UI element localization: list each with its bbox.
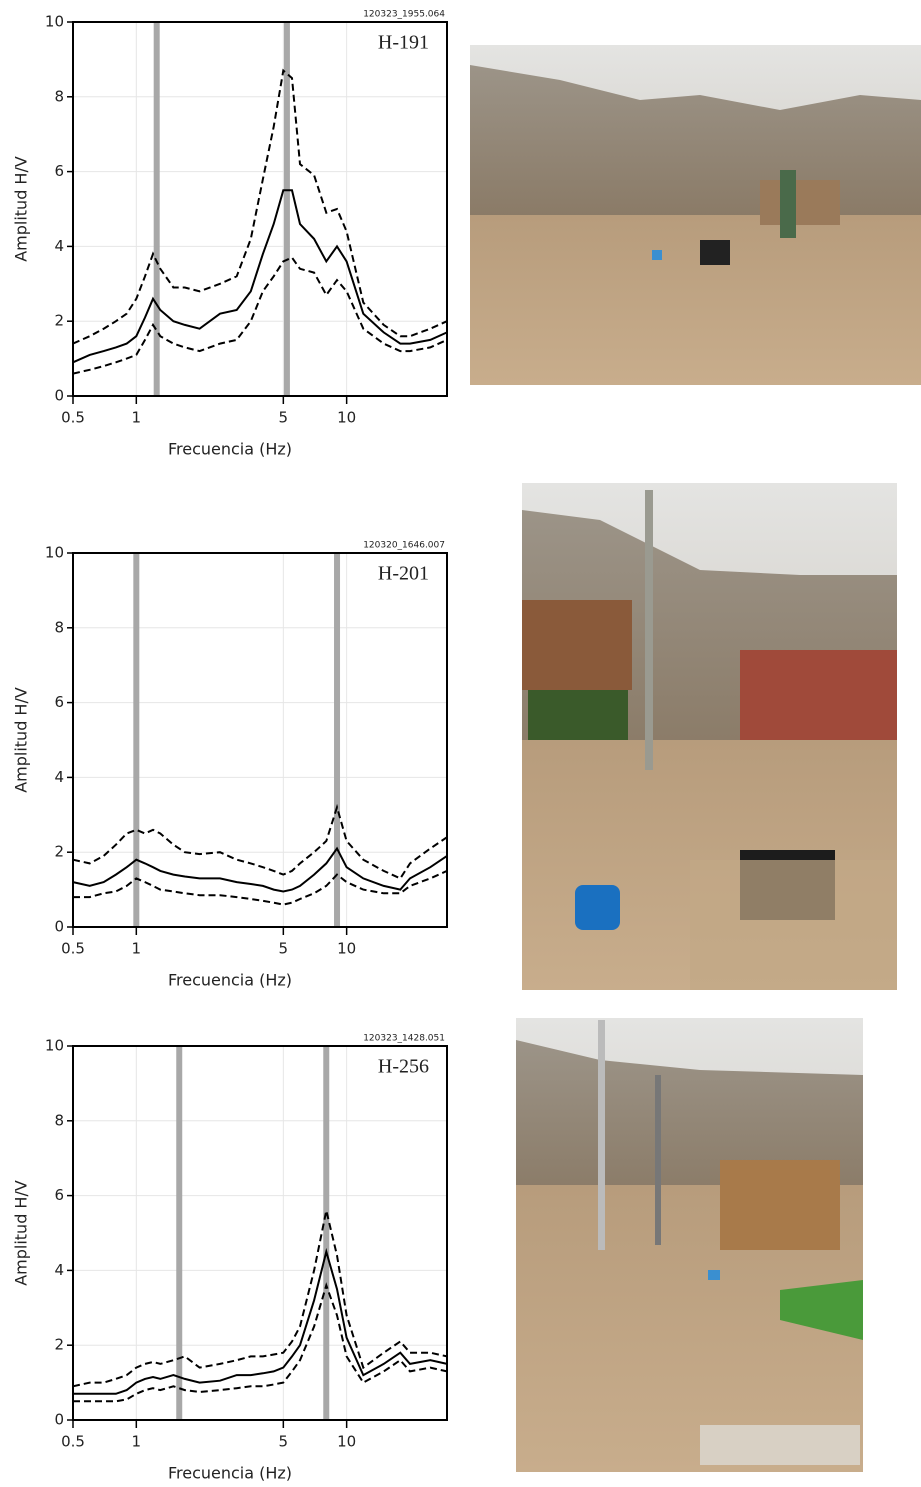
- x-tick-label: 0.5: [61, 940, 85, 958]
- chart: 0 2 4 6 8 10 0.5 1 5 10 120323_1955.064 H-191 Frecue…: [12, 10, 448, 459]
- plot-area: [73, 553, 447, 927]
- plot-area: [73, 22, 447, 396]
- record-id: 120320_1646.007: [363, 541, 445, 551]
- x-tick-label: 5: [279, 409, 289, 427]
- y-tick-label: 10: [45, 544, 64, 562]
- hv-curve: [72, 68, 448, 345]
- y-tick-label: 2: [54, 1336, 64, 1354]
- hv-curve: [72, 846, 448, 893]
- x-tick-label: 0.5: [61, 1433, 85, 1451]
- site-photo: [522, 483, 897, 990]
- y-tick-label: 0: [54, 1411, 64, 1429]
- plot-area: [73, 1046, 447, 1420]
- y-tick-label: 0: [54, 387, 64, 405]
- y-tick-label: 4: [54, 237, 64, 255]
- y-tick-label: 2: [54, 843, 64, 861]
- x-tick-label: 1: [132, 409, 142, 427]
- y-tick-label: 6: [54, 1186, 64, 1204]
- y-tick-label: 6: [54, 693, 64, 711]
- peak-band: [153, 22, 160, 396]
- hv-curve: [72, 803, 448, 880]
- x-tick-label: 5: [279, 940, 289, 958]
- site-photo: [470, 45, 921, 385]
- plot-frame: [72, 1045, 448, 1421]
- x-tick-label: 1: [132, 1433, 142, 1451]
- y-axis-label: Amplitud H/V: [12, 687, 31, 793]
- y-tick-label: 10: [45, 1037, 64, 1055]
- y-tick-label: 8: [54, 87, 64, 105]
- peak-band: [283, 22, 290, 396]
- y-tick-label: 4: [54, 1261, 64, 1279]
- peak-band: [334, 553, 341, 927]
- hv-curve: [73, 869, 448, 906]
- peak-band: [176, 1046, 183, 1420]
- y-tick-label: 10: [45, 13, 64, 31]
- x-axis-label: Frecuencia (Hz): [168, 971, 292, 990]
- chart: 0 2 4 6 8 10 0.5 1 5 10 120323_1428.051 H-256 Frecue…: [12, 1034, 448, 1483]
- y-tick-label: 4: [54, 768, 64, 786]
- x-axis-label: Frecuencia (Hz): [168, 440, 292, 459]
- chart: 0 2 4 6 8 10 0.5 1 5 10 120320_1646.007 H-201 Frecue…: [12, 541, 448, 990]
- plot-frame: [72, 21, 448, 397]
- x-tick-label: 10: [337, 409, 356, 427]
- y-tick-label: 2: [54, 312, 64, 330]
- x-tick-label: 0.5: [61, 409, 85, 427]
- hv-curve: [73, 1247, 448, 1395]
- record-id: 120323_1428.051: [363, 1034, 445, 1044]
- x-tick-label: 5: [279, 1433, 289, 1451]
- y-axis-label: Amplitud H/V: [12, 1180, 31, 1286]
- record-id: 120323_1955.064: [363, 10, 445, 20]
- site-label: H-256: [378, 1056, 429, 1078]
- hv-curve: [72, 189, 448, 364]
- hv-curve: [72, 256, 448, 375]
- x-axis-label: Frecuencia (Hz): [168, 1464, 292, 1483]
- site-label: H-191: [378, 32, 429, 54]
- y-axis-label: Amplitud H/V: [12, 156, 31, 262]
- site-label: H-201: [378, 563, 429, 585]
- y-tick-label: 6: [54, 162, 64, 180]
- y-tick-label: 8: [54, 1111, 64, 1129]
- x-tick-label: 10: [337, 940, 356, 958]
- y-tick-label: 8: [54, 618, 64, 636]
- peak-band: [133, 553, 140, 927]
- plot-frame: [72, 552, 448, 928]
- site-photo: [516, 1018, 863, 1472]
- y-tick-label: 0: [54, 918, 64, 936]
- x-tick-label: 1: [132, 940, 142, 958]
- x-tick-label: 10: [337, 1433, 356, 1451]
- hv-curve: [73, 1282, 448, 1403]
- peak-band: [323, 1046, 330, 1420]
